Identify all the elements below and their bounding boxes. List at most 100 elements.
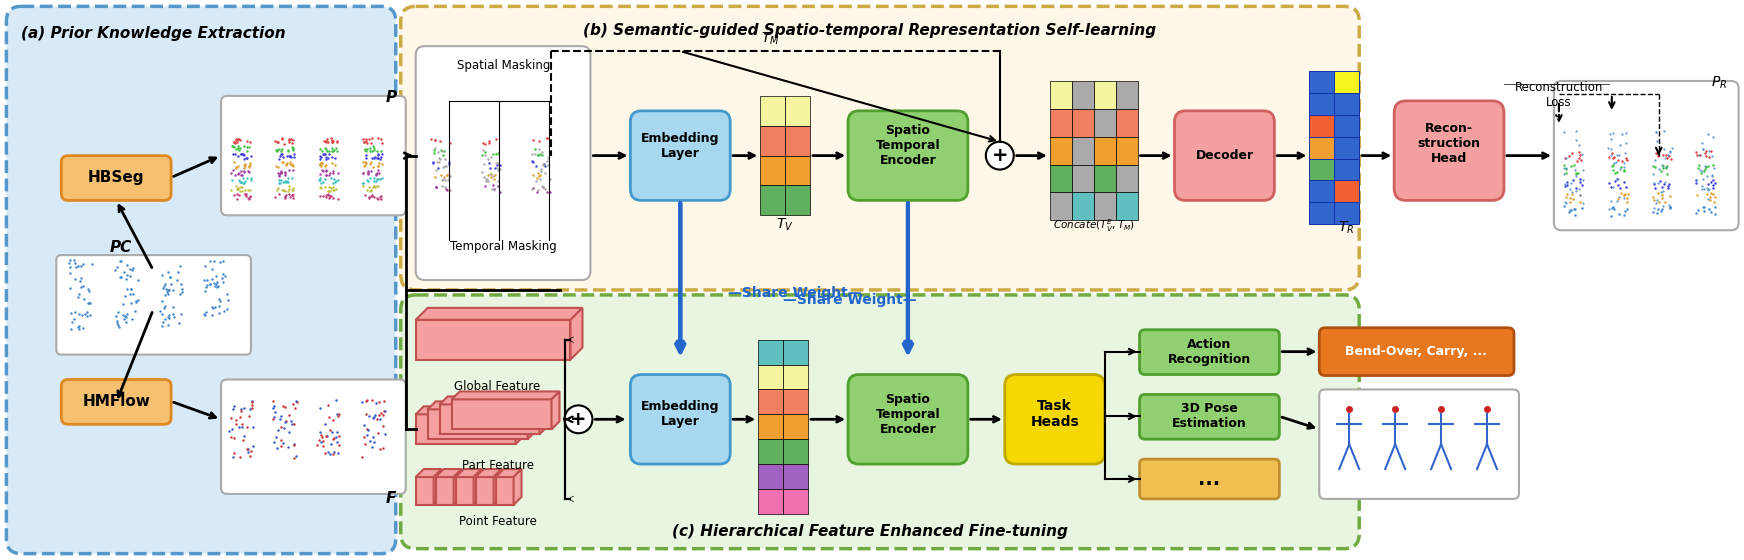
FancyBboxPatch shape xyxy=(221,380,406,494)
Bar xyxy=(783,439,807,464)
FancyBboxPatch shape xyxy=(1005,375,1104,464)
Text: +: + xyxy=(992,146,1008,165)
Polygon shape xyxy=(527,402,535,439)
Text: (b) Semantic-guided Spatio-temporal Representation Self-learning: (b) Semantic-guided Spatio-temporal Repr… xyxy=(584,24,1156,38)
Polygon shape xyxy=(436,469,462,477)
Bar xyxy=(1116,81,1137,109)
Text: Task
Heads: Task Heads xyxy=(1031,399,1080,430)
Bar xyxy=(1071,137,1093,165)
Bar xyxy=(1334,115,1359,137)
Bar xyxy=(439,404,539,434)
Text: P: P xyxy=(385,90,396,105)
Bar xyxy=(455,477,474,505)
Bar xyxy=(1310,71,1334,93)
Bar xyxy=(495,477,513,505)
Text: (c) Hierarchical Feature Enhanced Fine-tuning: (c) Hierarchical Feature Enhanced Fine-t… xyxy=(671,524,1067,539)
Bar xyxy=(1334,93,1359,115)
Text: (a) Prior Knowledge Extraction: (a) Prior Knowledge Extraction xyxy=(21,26,286,41)
FancyBboxPatch shape xyxy=(630,375,731,464)
Bar xyxy=(783,489,807,514)
FancyBboxPatch shape xyxy=(7,6,396,554)
FancyBboxPatch shape xyxy=(1318,389,1519,499)
Bar xyxy=(759,464,783,489)
Bar xyxy=(415,414,516,444)
Bar xyxy=(1093,137,1116,165)
Polygon shape xyxy=(539,396,548,434)
FancyBboxPatch shape xyxy=(1139,459,1280,499)
Text: F: F xyxy=(385,492,396,506)
FancyBboxPatch shape xyxy=(1393,101,1503,200)
Bar xyxy=(1093,81,1116,109)
Bar xyxy=(759,365,783,389)
Bar xyxy=(1310,115,1334,137)
FancyBboxPatch shape xyxy=(1139,394,1280,439)
Bar xyxy=(760,96,785,126)
Text: HBSeg: HBSeg xyxy=(87,170,145,185)
Bar xyxy=(783,340,807,365)
Bar xyxy=(759,389,783,414)
Text: —Share Weight—: —Share Weight— xyxy=(783,293,917,307)
Polygon shape xyxy=(551,391,560,430)
Polygon shape xyxy=(415,407,523,414)
Polygon shape xyxy=(439,396,548,404)
Bar xyxy=(415,477,434,505)
Bar xyxy=(1071,81,1093,109)
Bar xyxy=(783,389,807,414)
Bar xyxy=(785,96,811,126)
Bar xyxy=(785,156,811,185)
Bar xyxy=(476,477,494,505)
Bar xyxy=(760,185,785,216)
Text: Bend-Over, Carry, ...: Bend-Over, Carry, ... xyxy=(1345,345,1488,358)
Bar xyxy=(760,126,785,156)
Text: PC: PC xyxy=(110,240,133,255)
Bar xyxy=(1071,165,1093,193)
Bar xyxy=(759,489,783,514)
Polygon shape xyxy=(474,469,481,505)
Text: $T_M$: $T_M$ xyxy=(760,31,780,48)
Text: Recon-
struction
Head: Recon- struction Head xyxy=(1418,122,1481,165)
Bar xyxy=(452,399,551,430)
Bar xyxy=(783,414,807,439)
Text: $T_R$: $T_R$ xyxy=(1338,220,1355,236)
FancyBboxPatch shape xyxy=(1318,328,1514,376)
Bar xyxy=(1116,137,1137,165)
Polygon shape xyxy=(427,402,535,409)
Bar xyxy=(783,464,807,489)
Text: —Share Weight—: —Share Weight— xyxy=(729,286,862,300)
Bar xyxy=(759,439,783,464)
Text: $T_V$: $T_V$ xyxy=(776,217,794,234)
Bar xyxy=(1071,193,1093,220)
Text: ...: ... xyxy=(1198,469,1221,488)
FancyBboxPatch shape xyxy=(61,156,171,200)
Bar xyxy=(427,409,527,439)
Bar xyxy=(1050,81,1071,109)
Bar xyxy=(1310,202,1334,224)
Polygon shape xyxy=(434,469,441,505)
Polygon shape xyxy=(415,308,582,320)
FancyBboxPatch shape xyxy=(630,111,731,200)
Text: Decoder: Decoder xyxy=(1195,149,1254,162)
Text: $Concate(T_V^E, T_M)$: $Concate(T_V^E, T_M)$ xyxy=(1053,217,1135,234)
Bar xyxy=(1071,109,1093,137)
Polygon shape xyxy=(455,469,481,477)
Text: Part Feature: Part Feature xyxy=(462,459,534,472)
Bar xyxy=(1310,137,1334,158)
Bar xyxy=(1334,158,1359,180)
Bar xyxy=(1093,165,1116,193)
FancyBboxPatch shape xyxy=(848,111,968,200)
Polygon shape xyxy=(415,469,441,477)
Bar xyxy=(1310,93,1334,115)
Bar xyxy=(759,414,783,439)
Bar xyxy=(785,185,811,216)
Text: Point Feature: Point Feature xyxy=(459,515,537,528)
Polygon shape xyxy=(453,469,462,505)
Polygon shape xyxy=(476,469,502,477)
Text: Reconstruction
Loss: Reconstruction Loss xyxy=(1516,81,1603,109)
Circle shape xyxy=(565,405,593,433)
Text: Spatial Masking: Spatial Masking xyxy=(457,59,551,72)
Text: Global Feature: Global Feature xyxy=(455,380,541,393)
FancyBboxPatch shape xyxy=(848,375,968,464)
Bar xyxy=(1116,193,1137,220)
FancyBboxPatch shape xyxy=(1174,111,1275,200)
Polygon shape xyxy=(513,469,521,505)
